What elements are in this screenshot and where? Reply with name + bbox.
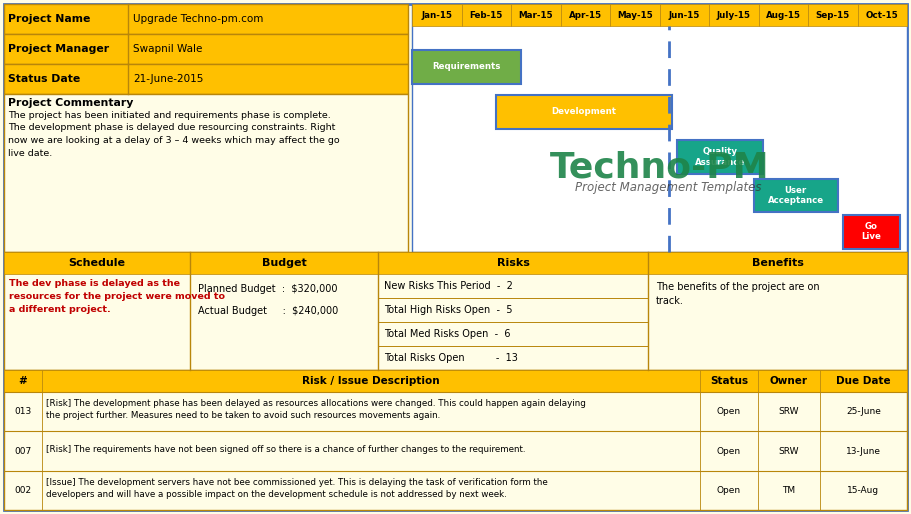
Text: 002: 002 [15,486,32,495]
Text: Total Med Risks Open  -  6: Total Med Risks Open - 6 [384,329,510,339]
Text: Requirements: Requirements [432,62,501,71]
FancyBboxPatch shape [4,4,907,510]
Text: 007: 007 [15,447,32,455]
Text: Development: Development [551,107,617,116]
FancyBboxPatch shape [412,50,521,84]
Text: July-15: July-15 [717,10,751,20]
Text: Jun-15: Jun-15 [669,10,700,20]
Text: Due Date: Due Date [836,376,891,386]
FancyBboxPatch shape [511,4,560,26]
Text: Techno-PM: Techno-PM [550,151,770,185]
Text: May-15: May-15 [617,10,652,20]
Text: The project has been initiated and requirements phase is complete.
The developme: The project has been initiated and requi… [8,111,340,157]
FancyBboxPatch shape [4,252,190,274]
Text: Feb-15: Feb-15 [469,10,503,20]
Text: Total Risks Open          -  13: Total Risks Open - 13 [384,353,517,363]
FancyBboxPatch shape [4,64,408,94]
Text: Schedule: Schedule [68,258,126,268]
FancyBboxPatch shape [709,4,759,26]
Text: Quality
Assurance: Quality Assurance [695,148,745,167]
Text: New Risks This Period  -  2: New Risks This Period - 2 [384,281,513,291]
FancyBboxPatch shape [808,4,857,26]
Text: Benefits: Benefits [752,258,804,268]
FancyBboxPatch shape [412,4,907,252]
FancyBboxPatch shape [4,370,907,510]
FancyBboxPatch shape [190,252,378,274]
Text: Go
Live: Go Live [861,222,881,242]
FancyBboxPatch shape [610,4,660,26]
FancyBboxPatch shape [648,252,907,274]
Text: TM: TM [783,486,795,495]
FancyBboxPatch shape [820,370,907,392]
Text: Risks: Risks [496,258,529,268]
Text: Planned Budget  :  $320,000: Planned Budget : $320,000 [198,284,337,294]
Text: Oct-15: Oct-15 [865,10,898,20]
Text: SRW: SRW [779,447,799,455]
Text: Owner: Owner [770,376,808,386]
Text: Status: Status [710,376,748,386]
FancyBboxPatch shape [4,370,42,392]
Text: Open: Open [717,447,741,455]
Text: SRW: SRW [779,407,799,416]
FancyBboxPatch shape [560,4,610,26]
Text: 21-June-2015: 21-June-2015 [133,74,203,84]
FancyBboxPatch shape [4,252,907,370]
FancyBboxPatch shape [677,140,763,174]
Text: Risk / Issue Description: Risk / Issue Description [302,376,440,386]
FancyBboxPatch shape [857,4,907,26]
Text: Mar-15: Mar-15 [518,10,553,20]
Text: Swapnil Wale: Swapnil Wale [133,44,202,54]
Text: 25-June: 25-June [846,407,881,416]
Text: [Issue] The development servers have not bee commissioned yet. This is delaying : [Issue] The development servers have not… [46,478,548,499]
Text: Project Management Templates: Project Management Templates [575,181,762,194]
FancyBboxPatch shape [843,215,899,249]
FancyBboxPatch shape [660,4,709,26]
Text: 15-Aug: 15-Aug [847,486,879,495]
Text: User
Acceptance: User Acceptance [768,186,824,205]
Text: Jan-15: Jan-15 [421,10,452,20]
FancyBboxPatch shape [4,34,408,64]
Text: #: # [18,376,27,386]
Text: The dev phase is delayed as the
resources for the project were moved to
a differ: The dev phase is delayed as the resource… [9,279,225,314]
FancyBboxPatch shape [462,4,511,26]
Text: [Risk] The requirements have not been signed off so there is a chance of further: [Risk] The requirements have not been si… [46,445,526,453]
Text: [Risk] The development phase has been delayed as resources allocations were chan: [Risk] The development phase has been de… [46,399,586,420]
Text: Open: Open [717,407,741,416]
Text: Project Name: Project Name [8,14,90,24]
Text: Project Manager: Project Manager [8,44,109,54]
FancyBboxPatch shape [4,4,408,34]
FancyBboxPatch shape [4,94,408,252]
Text: The benefits of the project are on
track.: The benefits of the project are on track… [656,282,820,306]
Text: Total High Risks Open  -  5: Total High Risks Open - 5 [384,305,513,315]
Text: Sep-15: Sep-15 [815,10,850,20]
Text: Budget: Budget [261,258,306,268]
FancyBboxPatch shape [496,95,672,129]
Text: Actual Budget     :  $240,000: Actual Budget : $240,000 [198,306,338,316]
Text: Apr-15: Apr-15 [568,10,602,20]
Text: Project Commentary: Project Commentary [8,98,133,108]
FancyBboxPatch shape [700,370,758,392]
FancyBboxPatch shape [378,252,648,274]
Text: 13-June: 13-June [846,447,881,455]
FancyBboxPatch shape [412,4,462,26]
FancyBboxPatch shape [753,178,838,212]
Text: Open: Open [717,486,741,495]
Text: Status Date: Status Date [8,74,80,84]
FancyBboxPatch shape [759,4,808,26]
FancyBboxPatch shape [42,370,700,392]
Text: Aug-15: Aug-15 [766,10,801,20]
Text: 013: 013 [15,407,32,416]
FancyBboxPatch shape [758,370,820,392]
Text: Upgrade Techno-pm.com: Upgrade Techno-pm.com [133,14,263,24]
